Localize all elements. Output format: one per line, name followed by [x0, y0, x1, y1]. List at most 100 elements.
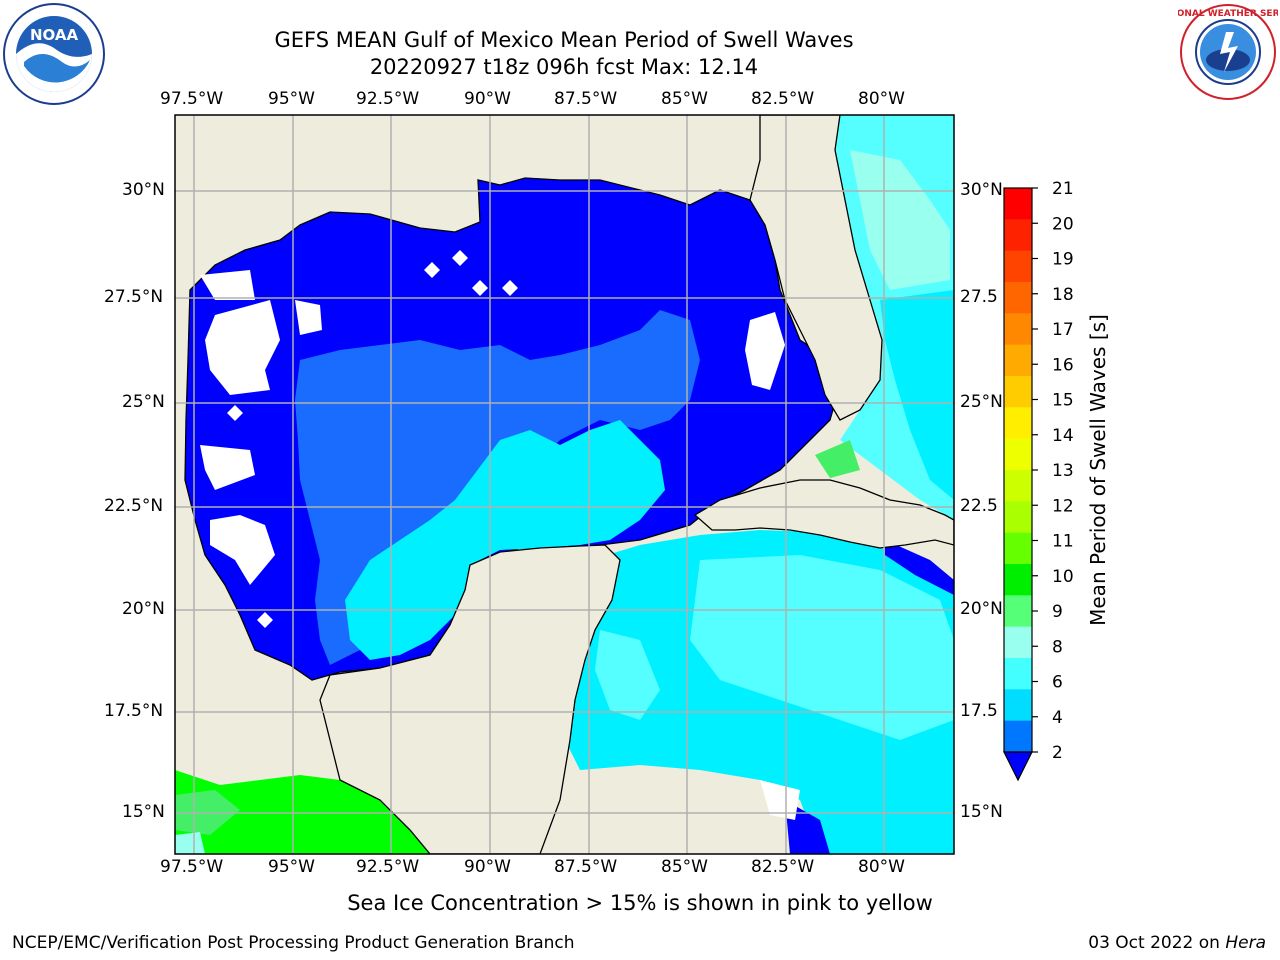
noaa-logo-text: NOAA: [30, 26, 79, 44]
footer-machine: Hera: [1225, 933, 1266, 953]
colorbar-segment: [1004, 313, 1032, 346]
page-title: GEFS MEAN Gulf of Mexico Mean Period of …: [274, 28, 854, 52]
nodata-patch: [227, 405, 243, 421]
lat-label-left: 25°N: [122, 392, 165, 412]
nodata-patch: [472, 280, 488, 296]
nodata-patch: [200, 445, 255, 490]
lon-label-top: 85°W: [661, 89, 708, 109]
lat-label-right: 20°N: [960, 599, 1003, 619]
lon-label-bottom: 90°W: [464, 857, 511, 877]
colorbar-under-triangle: [1003, 751, 1033, 782]
nodata-patch: [745, 312, 785, 390]
atlantic-pale: [850, 150, 950, 290]
colorbar-tick-label: 8: [1052, 637, 1063, 657]
colorbar-segment: [1004, 626, 1032, 659]
nodata-patch: [257, 612, 273, 628]
colorbar-tick-label: 12: [1052, 496, 1074, 516]
colorbar-segment: [1004, 344, 1032, 377]
nws-logo: NATIONAL WEATHER SERVICE: [1153, 2, 1280, 102]
yucatan: [319, 544, 621, 854]
footer-branch: NCEP/EMC/Verification Post Processing Pr…: [12, 933, 575, 953]
colorbar-segment: [1004, 689, 1032, 722]
lon-label-bottom: 97.5°W: [160, 857, 224, 877]
nodata-patch: [200, 270, 255, 300]
colorbar-tick-label: 18: [1052, 285, 1074, 305]
lon-label-bottom: 85°W: [661, 857, 708, 877]
colorbar-segment: [1004, 720, 1032, 753]
colorbar-tick-label: 20: [1052, 214, 1074, 234]
lat-label-left: 22.5°N: [104, 496, 164, 516]
colorbar-label: Mean Period of Swell Waves [s]: [1086, 314, 1110, 626]
lat-label-right: 25°N: [960, 392, 1003, 412]
lon-label-bottom: 82.5°W: [751, 857, 815, 877]
colorbar-tick-label: 9: [1052, 602, 1063, 622]
caribbean-light: [690, 555, 954, 740]
pacific-water: [175, 770, 430, 854]
lat-label-right: 15°N: [960, 802, 1003, 822]
map-field: [175, 115, 954, 854]
lat-label-right: 17.5: [960, 701, 998, 721]
colorbar-tick-label: 14: [1052, 426, 1074, 446]
nws-logo-text: NATIONAL WEATHER SERVICE: [1178, 9, 1278, 19]
colorbar-tick-label: 21: [1052, 179, 1074, 199]
colorbar-segment: [1004, 438, 1032, 471]
page-subtitle: 20220927 t18z 096h fcst Max: 12.14: [369, 55, 759, 79]
nodata-patch: [502, 280, 518, 296]
colorbar-segment: [1004, 564, 1032, 596]
map-frame: [174, 114, 955, 855]
colorbar-segment: [1004, 282, 1032, 314]
noaa-logo: NOAA: [2, 2, 106, 106]
colorbar-tick-label: 16: [1052, 355, 1074, 375]
sea-ice-note: Sea Ice Concentration > 15% is shown in …: [347, 891, 933, 915]
lat-label-left: 20°N: [122, 599, 165, 619]
nodata-patch: [210, 515, 275, 585]
cuba: [693, 479, 954, 549]
nodata-patch: [452, 250, 468, 266]
lon-label-top: 80°W: [858, 89, 905, 109]
colorbar-tick-label: 10: [1052, 567, 1074, 587]
colorbar-segment: [1004, 658, 1032, 690]
colorbar-tick-label: 13: [1052, 461, 1074, 481]
gulf-cyan: [345, 420, 665, 660]
lon-label-top: 97.5°W: [160, 89, 224, 109]
nodata-patch: [760, 780, 800, 820]
grid-lines: [175, 115, 954, 854]
lon-label-top: 90°W: [464, 89, 511, 109]
caribbean-light: [595, 630, 660, 720]
caribbean-deep: [885, 540, 954, 595]
colorbar-tick-label: 2: [1052, 743, 1063, 763]
colorbar-segment: [1004, 250, 1032, 283]
lat-label-left: 17.5°N: [104, 701, 164, 721]
footer-date: 03 Oct 2022 on Hera: [1088, 933, 1266, 953]
colorbar-segment: [1004, 376, 1032, 408]
lat-label-right: 22.5: [960, 496, 998, 516]
colorbar-tick-label: 19: [1052, 250, 1074, 270]
lon-label-bottom: 92.5°W: [356, 857, 420, 877]
colorbar-segment: [1004, 595, 1032, 628]
nodata-patch: [205, 300, 280, 395]
colorbar: 21 20 19 18 17 16 15 14 13 12 11 10 9 8 6 4 2: [1003, 179, 1074, 782]
lon-label-top: 82.5°W: [751, 89, 815, 109]
lat-label-left: 27.5°N: [104, 287, 164, 307]
lat-label-right: 30°N: [960, 180, 1003, 200]
colorbar-segment: [1004, 407, 1032, 440]
colorbar-tick-label: 17: [1052, 320, 1074, 340]
colorbar-segment: [1004, 219, 1032, 252]
lon-label-bottom: 80°W: [858, 857, 905, 877]
footer-date-text: 03 Oct 2022 on: [1088, 933, 1226, 953]
lat-label-left: 30°N: [122, 180, 165, 200]
colorbar-segment: [1004, 470, 1032, 502]
lat-label-left: 15°N: [122, 802, 165, 822]
lon-label-top: 95°W: [268, 89, 315, 109]
atlantic-cyan: [880, 290, 954, 500]
lon-label-top: 92.5°W: [356, 89, 420, 109]
nodata-patch: [295, 300, 322, 335]
colorbar-tick-label: 11: [1052, 532, 1074, 552]
colorbar-segment: [1004, 501, 1032, 534]
colorbar-segment: [1004, 188, 1032, 220]
atlantic-green: [815, 440, 860, 478]
pacific-pale: [175, 832, 205, 854]
nodata-patch: [424, 262, 440, 278]
lon-label-bottom: 87.5°W: [554, 857, 618, 877]
